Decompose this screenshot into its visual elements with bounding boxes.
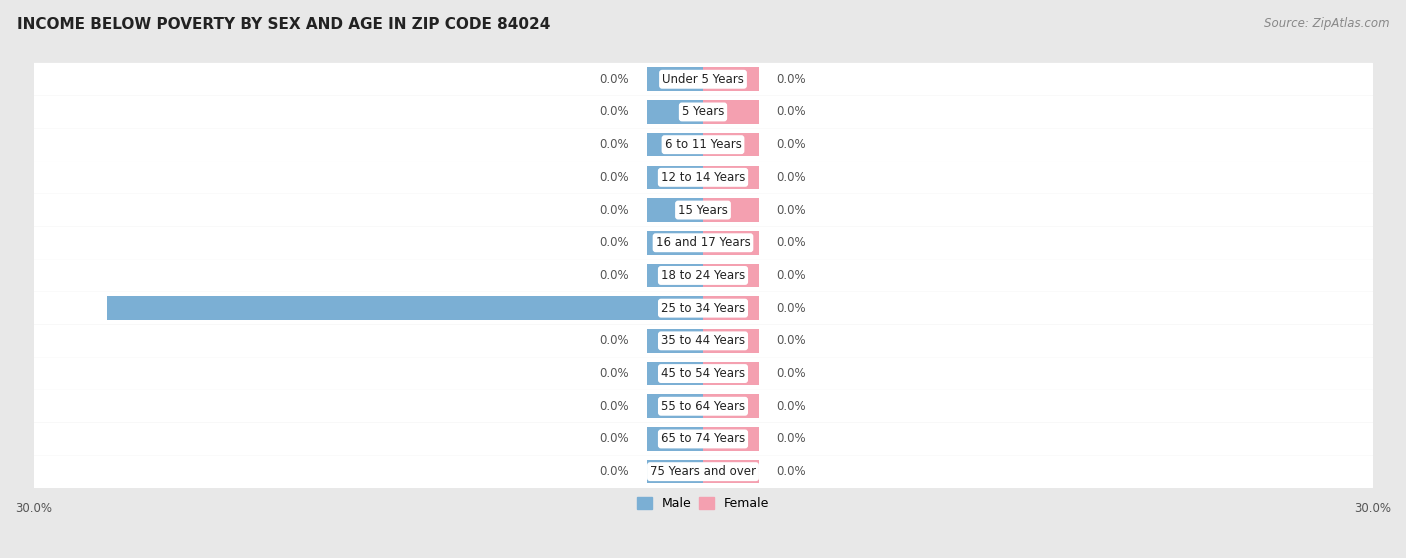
Text: 0.0%: 0.0% — [776, 138, 806, 151]
FancyBboxPatch shape — [32, 325, 1374, 357]
Text: 26.7%: 26.7% — [45, 302, 86, 315]
Bar — [703, 231, 759, 254]
Bar — [703, 68, 759, 91]
Text: 0.0%: 0.0% — [776, 105, 806, 118]
Bar — [647, 68, 703, 91]
Bar — [107, 296, 703, 320]
Bar — [647, 166, 703, 189]
Bar — [647, 395, 703, 418]
Bar — [703, 329, 759, 353]
Bar — [647, 231, 703, 254]
Text: 0.0%: 0.0% — [776, 367, 806, 380]
Bar — [703, 198, 759, 222]
Text: 55 to 64 Years: 55 to 64 Years — [661, 400, 745, 413]
Bar — [703, 264, 759, 287]
Text: 0.0%: 0.0% — [776, 171, 806, 184]
Bar — [703, 100, 759, 124]
Text: 0.0%: 0.0% — [776, 465, 806, 478]
Text: 35 to 44 Years: 35 to 44 Years — [661, 334, 745, 348]
Text: INCOME BELOW POVERTY BY SEX AND AGE IN ZIP CODE 84024: INCOME BELOW POVERTY BY SEX AND AGE IN Z… — [17, 17, 550, 32]
FancyBboxPatch shape — [32, 128, 1374, 161]
Bar — [647, 264, 703, 287]
Text: 15 Years: 15 Years — [678, 204, 728, 217]
Text: 0.0%: 0.0% — [600, 432, 630, 445]
Text: 12 to 14 Years: 12 to 14 Years — [661, 171, 745, 184]
Text: 18 to 24 Years: 18 to 24 Years — [661, 269, 745, 282]
FancyBboxPatch shape — [32, 292, 1374, 325]
FancyBboxPatch shape — [32, 161, 1374, 194]
Text: 25 to 34 Years: 25 to 34 Years — [661, 302, 745, 315]
FancyBboxPatch shape — [32, 422, 1374, 455]
FancyBboxPatch shape — [32, 455, 1374, 488]
FancyBboxPatch shape — [32, 227, 1374, 259]
Text: 0.0%: 0.0% — [600, 138, 630, 151]
Text: 0.0%: 0.0% — [600, 367, 630, 380]
Text: 0.0%: 0.0% — [776, 400, 806, 413]
Text: 5 Years: 5 Years — [682, 105, 724, 118]
Text: Source: ZipAtlas.com: Source: ZipAtlas.com — [1264, 17, 1389, 30]
Text: 0.0%: 0.0% — [600, 105, 630, 118]
Text: 0.0%: 0.0% — [776, 236, 806, 249]
Bar — [703, 362, 759, 386]
Text: 0.0%: 0.0% — [776, 204, 806, 217]
Text: 65 to 74 Years: 65 to 74 Years — [661, 432, 745, 445]
FancyBboxPatch shape — [32, 357, 1374, 390]
Text: 0.0%: 0.0% — [600, 171, 630, 184]
Text: 0.0%: 0.0% — [600, 400, 630, 413]
Bar — [647, 427, 703, 451]
FancyBboxPatch shape — [32, 390, 1374, 422]
Legend: Male, Female: Male, Female — [631, 492, 775, 515]
Bar — [647, 460, 703, 483]
Bar — [703, 460, 759, 483]
Bar — [703, 395, 759, 418]
Text: Under 5 Years: Under 5 Years — [662, 73, 744, 86]
FancyBboxPatch shape — [32, 63, 1374, 95]
Text: 0.0%: 0.0% — [600, 465, 630, 478]
Text: 0.0%: 0.0% — [600, 334, 630, 348]
Text: 0.0%: 0.0% — [776, 432, 806, 445]
Bar — [647, 198, 703, 222]
FancyBboxPatch shape — [32, 259, 1374, 292]
Text: 0.0%: 0.0% — [600, 236, 630, 249]
Bar — [703, 296, 759, 320]
Bar — [703, 166, 759, 189]
Bar — [647, 100, 703, 124]
Text: 0.0%: 0.0% — [600, 73, 630, 86]
FancyBboxPatch shape — [32, 95, 1374, 128]
Bar — [703, 427, 759, 451]
Text: 75 Years and over: 75 Years and over — [650, 465, 756, 478]
Bar — [647, 329, 703, 353]
Text: 0.0%: 0.0% — [776, 334, 806, 348]
Text: 6 to 11 Years: 6 to 11 Years — [665, 138, 741, 151]
Text: 0.0%: 0.0% — [776, 73, 806, 86]
Bar — [647, 133, 703, 156]
Text: 45 to 54 Years: 45 to 54 Years — [661, 367, 745, 380]
Text: 16 and 17 Years: 16 and 17 Years — [655, 236, 751, 249]
Text: 0.0%: 0.0% — [776, 302, 806, 315]
Bar — [703, 133, 759, 156]
Text: 0.0%: 0.0% — [600, 204, 630, 217]
Bar — [647, 362, 703, 386]
FancyBboxPatch shape — [32, 194, 1374, 227]
Text: 0.0%: 0.0% — [776, 269, 806, 282]
Text: 0.0%: 0.0% — [600, 269, 630, 282]
